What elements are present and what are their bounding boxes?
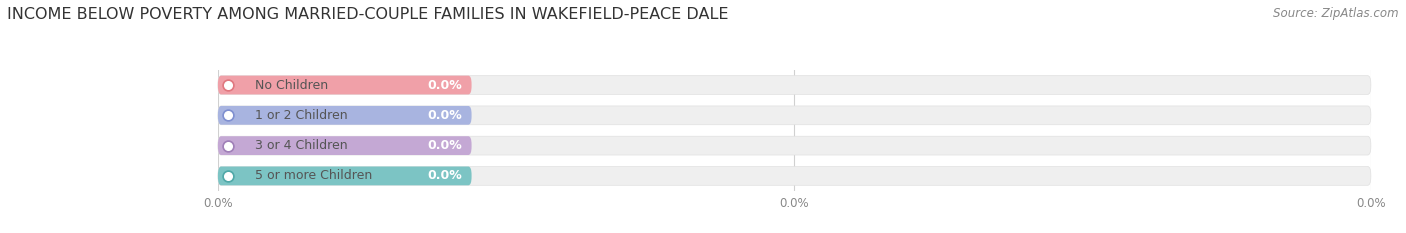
- Text: 3 or 4 Children: 3 or 4 Children: [254, 139, 347, 152]
- FancyBboxPatch shape: [218, 167, 1371, 185]
- FancyBboxPatch shape: [218, 167, 471, 185]
- Text: 0.0%: 0.0%: [427, 139, 463, 152]
- Text: Source: ZipAtlas.com: Source: ZipAtlas.com: [1274, 7, 1399, 20]
- Text: INCOME BELOW POVERTY AMONG MARRIED-COUPLE FAMILIES IN WAKEFIELD-PEACE DALE: INCOME BELOW POVERTY AMONG MARRIED-COUPL…: [7, 7, 728, 22]
- FancyBboxPatch shape: [218, 76, 471, 94]
- FancyBboxPatch shape: [218, 106, 1371, 125]
- FancyBboxPatch shape: [218, 136, 471, 155]
- Text: 0.0%: 0.0%: [427, 109, 463, 122]
- Text: 0.0%: 0.0%: [427, 169, 463, 182]
- Text: 1 or 2 Children: 1 or 2 Children: [254, 109, 347, 122]
- FancyBboxPatch shape: [218, 136, 1371, 155]
- Text: 5 or more Children: 5 or more Children: [254, 169, 373, 182]
- Text: No Children: No Children: [254, 79, 328, 92]
- FancyBboxPatch shape: [218, 76, 1371, 94]
- Text: 0.0%: 0.0%: [427, 79, 463, 92]
- FancyBboxPatch shape: [218, 106, 471, 125]
